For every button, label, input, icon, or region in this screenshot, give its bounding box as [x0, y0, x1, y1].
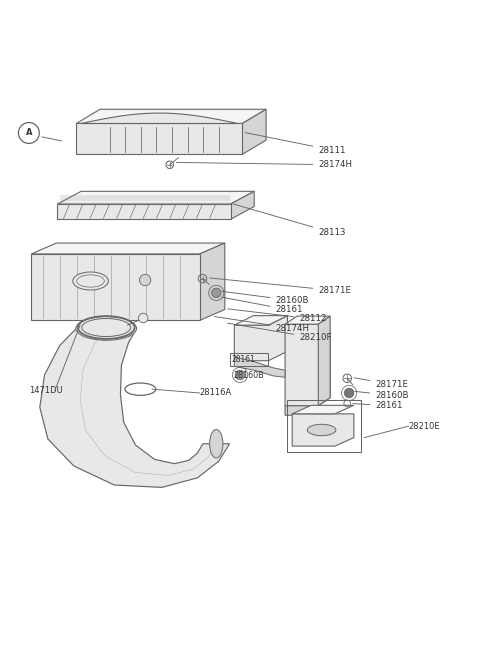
Polygon shape	[76, 124, 242, 155]
Circle shape	[139, 274, 151, 286]
Polygon shape	[292, 405, 354, 414]
Polygon shape	[200, 243, 225, 320]
Text: 28160B: 28160B	[222, 291, 309, 305]
Text: 28161: 28161	[231, 355, 255, 364]
Circle shape	[138, 313, 148, 323]
Polygon shape	[57, 204, 230, 219]
Bar	[229, 353, 268, 366]
Ellipse shape	[76, 316, 137, 341]
Circle shape	[344, 388, 354, 398]
Text: 28161: 28161	[353, 402, 403, 410]
Polygon shape	[292, 414, 354, 446]
Polygon shape	[81, 113, 238, 124]
Bar	[288, 400, 361, 452]
Polygon shape	[234, 316, 288, 325]
Text: 28113: 28113	[233, 204, 346, 237]
Polygon shape	[57, 191, 254, 204]
Polygon shape	[31, 254, 200, 320]
Polygon shape	[234, 316, 288, 361]
Polygon shape	[31, 243, 225, 254]
Text: 28161: 28161	[222, 297, 303, 314]
Polygon shape	[234, 357, 285, 377]
Ellipse shape	[73, 272, 108, 290]
Text: 28160B: 28160B	[355, 391, 408, 400]
Text: 28174H: 28174H	[176, 160, 352, 169]
Polygon shape	[76, 109, 266, 124]
Polygon shape	[318, 316, 330, 406]
Text: 28171E: 28171E	[210, 278, 351, 295]
Text: 28160B: 28160B	[233, 371, 264, 381]
Text: 28116A: 28116A	[200, 388, 232, 398]
Circle shape	[212, 288, 221, 297]
Polygon shape	[230, 191, 254, 219]
Text: 1471DU: 1471DU	[29, 386, 62, 394]
Text: A: A	[25, 128, 32, 138]
Polygon shape	[285, 316, 330, 324]
Circle shape	[235, 370, 245, 380]
Polygon shape	[242, 109, 266, 155]
Ellipse shape	[307, 424, 336, 436]
Text: 28171E: 28171E	[354, 378, 408, 389]
Polygon shape	[285, 406, 310, 415]
Text: 28174H: 28174H	[214, 316, 310, 333]
Polygon shape	[285, 324, 330, 406]
Text: 28210E: 28210E	[408, 422, 440, 431]
Text: 28112: 28112	[228, 309, 327, 324]
Ellipse shape	[210, 430, 223, 458]
Text: 28111: 28111	[245, 132, 346, 155]
Text: 28210F: 28210F	[228, 323, 332, 343]
Polygon shape	[40, 328, 229, 487]
